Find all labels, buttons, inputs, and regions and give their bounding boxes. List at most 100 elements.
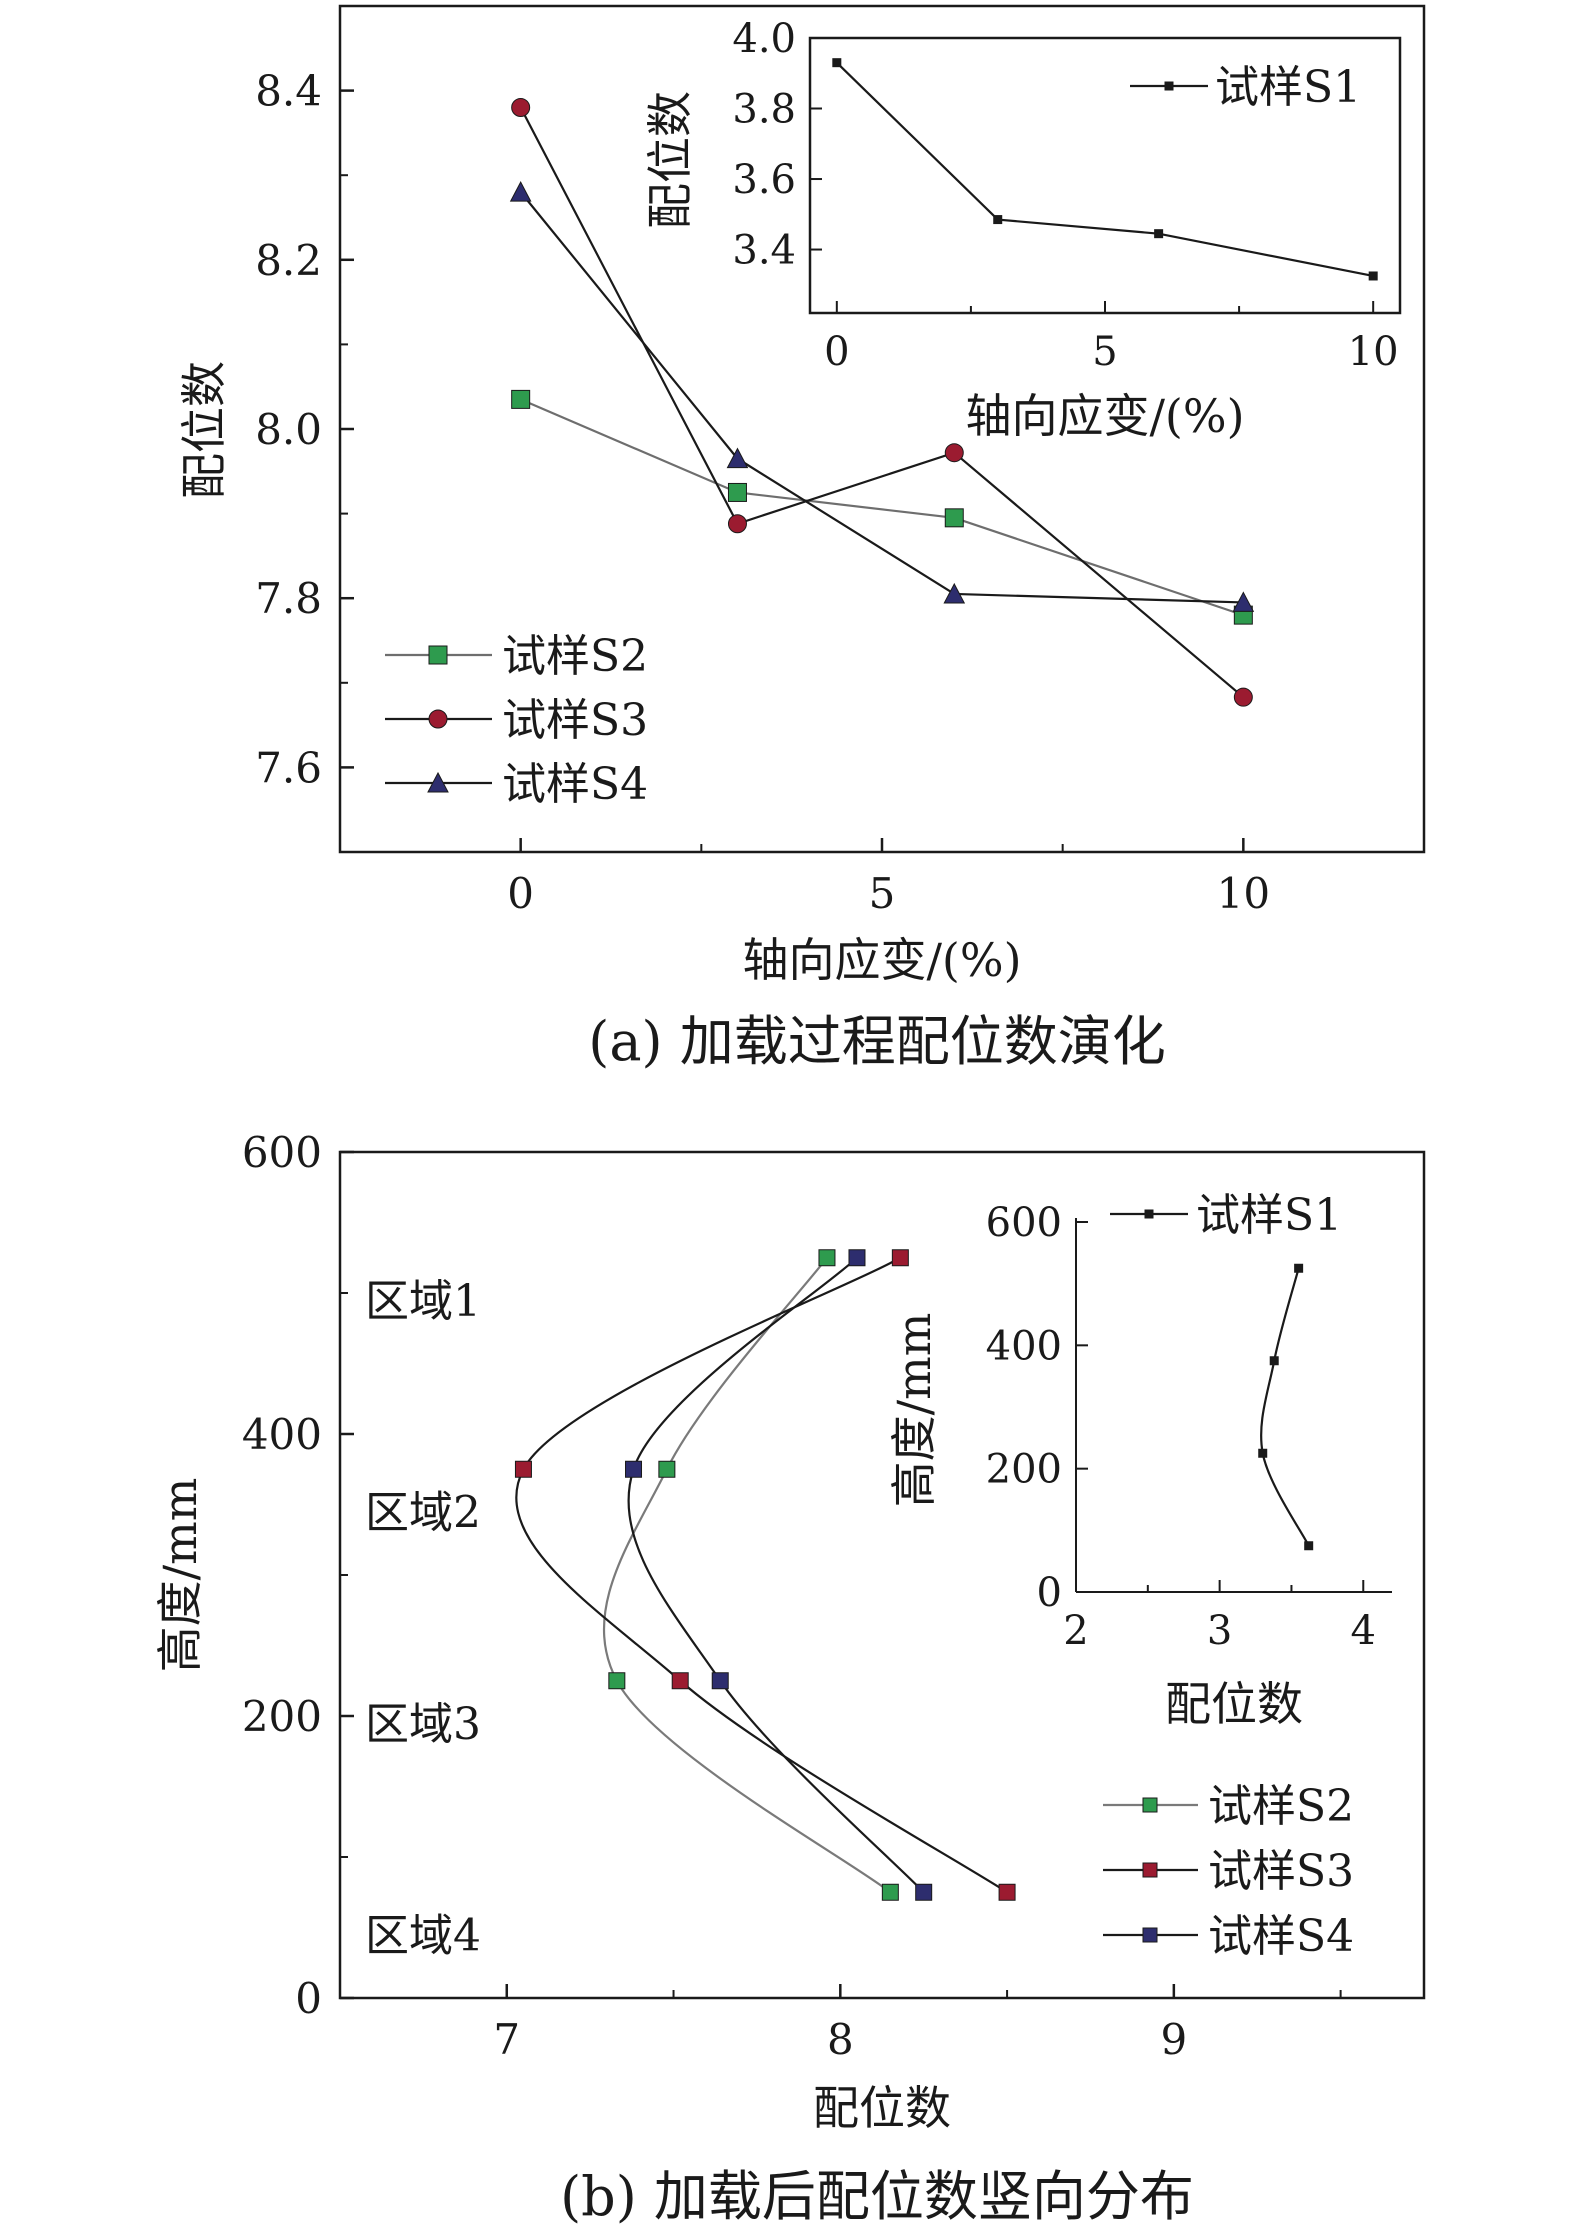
b-ytick-label: 0 xyxy=(295,1974,322,2023)
a-inset-x-axis-label: 轴向应变/(%) xyxy=(965,389,1244,443)
b-data-point xyxy=(608,1672,626,1690)
a-ytick-label: 8.2 xyxy=(255,236,322,285)
b-data-point xyxy=(848,1249,866,1267)
b-inset-xtick-label: 3 xyxy=(1207,1608,1232,1654)
panel-b-inset-plot: 2 3 4 0 200 400 600 配位数 高度/mm 试样S1 xyxy=(887,1190,1392,1731)
a-inset-data-point xyxy=(832,58,842,68)
a-data-point xyxy=(944,443,964,463)
a-data-point xyxy=(727,514,747,534)
a-ytick-label: 8.4 xyxy=(255,67,322,116)
b-legend-marker xyxy=(1142,1862,1158,1878)
a-legend-label: 试样S4 xyxy=(502,759,648,810)
a-inset-y-axis-label: 配位数 xyxy=(643,91,697,229)
a-ytick-label: 7.6 xyxy=(255,743,322,792)
a-data-point xyxy=(1233,687,1253,707)
a-data-point xyxy=(943,582,966,604)
a-inset-data-point xyxy=(1154,229,1164,239)
panel-b-chart: 7 8 90200400600配位数高度/mm区域1区域2区域3区域4试样S2试样S… xyxy=(153,1128,1426,2228)
b-inset-data-point xyxy=(1258,1448,1268,1458)
b-inset-ytick-label: 400 xyxy=(986,1323,1062,1369)
a-legend-marker xyxy=(428,645,448,665)
a-xtick-label: 10 xyxy=(1217,869,1270,918)
panel-a-inset-plot: 0 5 10 3.4 3.6 3.8 4.0 轴向应变/(%) 配位数 试样S1 xyxy=(643,16,1402,443)
b-inset-xtick-label: 4 xyxy=(1351,1608,1376,1654)
a-inset-data-point xyxy=(1368,271,1378,281)
a-legend: 试样S2 试样S3 试样S4 xyxy=(385,631,648,810)
a-legend-label: 试样S3 xyxy=(502,695,648,746)
a-series-line-2 xyxy=(520,398,1244,617)
a-ytick-label: 7.8 xyxy=(255,574,322,623)
b-zone-label: 区域4 xyxy=(365,1910,481,1961)
b-inset-legend-marker xyxy=(1144,1209,1154,1219)
a-xtick-label: 5 xyxy=(869,869,896,918)
b-legend-label: 试样S3 xyxy=(1208,1846,1354,1897)
a-series-line-4 xyxy=(519,191,1244,604)
panel-b-main-plot: 7 8 90200400600配位数高度/mm区域1区域2区域3区域4试样S2试样S… xyxy=(153,1128,1426,2135)
a-data-point xyxy=(1232,591,1255,612)
b-xtick-label: 8 xyxy=(827,2015,854,2064)
b-data-point xyxy=(625,1460,643,1478)
a-inset-ytick-label: 3.8 xyxy=(732,87,796,133)
b-data-point xyxy=(818,1249,836,1267)
b-inset-x-axis-label: 配位数 xyxy=(1165,1677,1303,1731)
a-data-point xyxy=(509,181,532,202)
b-zone-label: 区域2 xyxy=(365,1487,481,1538)
b-inset-data-point xyxy=(1304,1541,1314,1551)
a-data-point xyxy=(727,482,747,502)
a-data-point xyxy=(726,447,749,469)
b-xtick-label: 9 xyxy=(1160,2015,1187,2064)
a-data-point xyxy=(511,389,531,409)
b-zone-label: 区域1 xyxy=(365,1276,481,1327)
b-data-point xyxy=(915,1883,933,1901)
panel-a-chart: 0 5 107.67.88.08.28.4轴向应变/(%)配位数试样S2试样S3试样… xyxy=(177,4,1426,1073)
b-data-point xyxy=(671,1672,689,1690)
b-legend-label: 试样S4 xyxy=(1208,1911,1354,1962)
b-series-curve-4 xyxy=(627,1256,925,1894)
b-series-curve-2 xyxy=(602,1257,892,1894)
a-inset-series-line xyxy=(836,61,1374,278)
a-inset-xtick-label: 10 xyxy=(1348,329,1399,375)
b-data-point xyxy=(514,1460,532,1478)
a-x-axis-label: 轴向应变/(%) xyxy=(742,933,1021,987)
a-inset-ytick-label: 3.6 xyxy=(732,157,796,203)
b-zone-label: 区域3 xyxy=(365,1699,481,1750)
a-data-point xyxy=(944,508,964,528)
b-legend: 试样S2 试样S3 试样S4 xyxy=(1103,1781,1354,1962)
b-inset-ytick-label: 0 xyxy=(1037,1570,1062,1616)
b-inset-legend-label: 试样S1 xyxy=(1196,1190,1342,1241)
b-data-point xyxy=(881,1883,899,1901)
a-xtick-label: 0 xyxy=(507,869,534,918)
a-inset-xtick-label: 5 xyxy=(1092,329,1117,375)
b-data-point xyxy=(711,1672,729,1690)
b-inset-y-axis-label: 高度/mm xyxy=(887,1313,941,1508)
a-legend-label: 试样S2 xyxy=(502,631,648,682)
a-data-point xyxy=(511,98,531,118)
b-legend-label: 试样S2 xyxy=(1208,1781,1354,1832)
a-inset-xtick-label: 0 xyxy=(824,329,849,375)
a-legend-marker xyxy=(427,771,449,793)
a-legend-marker xyxy=(428,709,448,729)
a-inset-legend-marker xyxy=(1164,81,1174,91)
b-series-curve-3 xyxy=(515,1256,1008,1894)
panel-a-caption: (a) 加载过程配位数演化 xyxy=(588,1010,1166,1073)
a-inset-data-point xyxy=(993,215,1003,225)
a-ytick-label: 8.0 xyxy=(255,405,322,454)
b-inset-data-point xyxy=(1294,1263,1304,1273)
a-inset-legend-label: 试样S1 xyxy=(1215,62,1361,113)
b-inset-series-curve xyxy=(1260,1267,1310,1547)
b-inset-data-point xyxy=(1269,1356,1279,1366)
a-inset-ytick-label: 4.0 xyxy=(732,16,796,62)
b-data-point xyxy=(658,1460,676,1478)
b-ytick-label: 400 xyxy=(242,1410,322,1459)
b-data-point xyxy=(891,1249,909,1267)
b-x-axis-label: 配位数 xyxy=(813,2081,951,2135)
b-y-axis-label: 高度/mm xyxy=(153,1478,207,1673)
b-data-point xyxy=(998,1883,1016,1901)
b-legend-marker xyxy=(1142,1927,1158,1943)
a-y-axis-label: 配位数 xyxy=(177,361,231,499)
b-ytick-label: 200 xyxy=(242,1692,322,1741)
a-series-line-3 xyxy=(519,107,1245,699)
b-legend-marker xyxy=(1142,1797,1158,1813)
panel-a-main-plot: 0 5 107.67.88.08.28.4轴向应变/(%)配位数试样S2试样S3试样… xyxy=(177,4,1426,987)
